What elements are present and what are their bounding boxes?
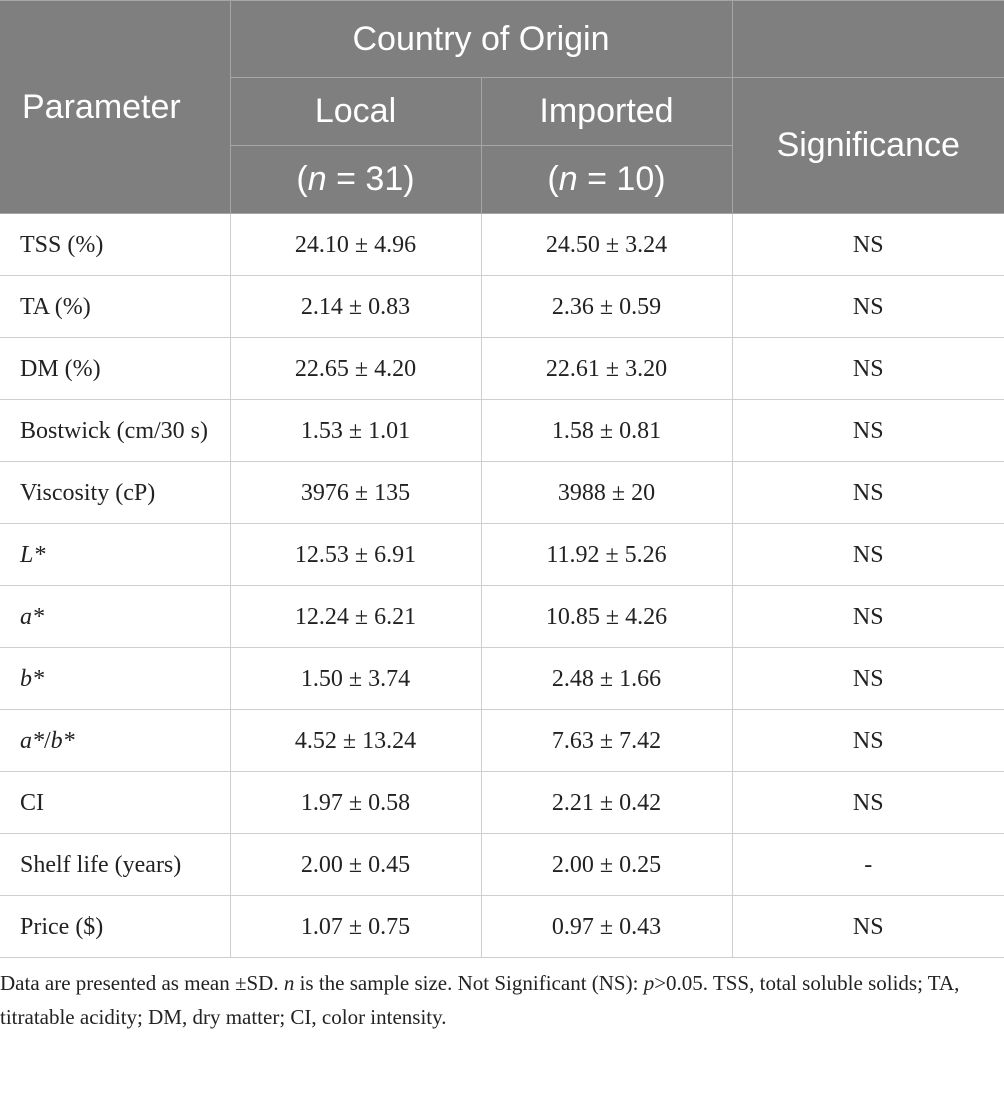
value-cell: 12.24 ± 6.21: [229, 585, 482, 648]
value-cell: 2.00 ± 0.25: [480, 833, 733, 896]
value-cell: 1.07 ± 0.75: [229, 895, 482, 958]
value-cell: 22.61 ± 3.20: [480, 337, 733, 400]
parameter-cell: Bostwick (cm/30 s): [0, 399, 231, 462]
text-span: /: [44, 727, 51, 754]
text-span: a*: [20, 727, 44, 754]
parameter-cell: L*: [0, 523, 231, 586]
table-row: Shelf life (years) 2.00 ± 0.45 2.00 ± 0.25…: [0, 833, 1004, 896]
parameter-cell: TA (%): [0, 275, 231, 338]
table-row: b* 1.50 ± 3.74 2.48 ± 1.66 NS: [0, 647, 1004, 710]
value-cell: 4.52 ± 13.24: [229, 709, 482, 772]
table-row: TSS (%) 24.10 ± 4.96 24.50 ± 3.24 NS: [0, 213, 1004, 276]
parameter-cell: Price ($): [0, 895, 231, 958]
header-cell: Local: [229, 77, 482, 146]
text-span: n: [307, 160, 327, 198]
table-body: TSS (%) 24.10 ± 4.96 24.50 ± 3.24 NS TA (%) 2…: [0, 213, 1004, 958]
table-row: Bostwick (cm/30 s) 1.53 ± 1.01 1.58 ± 0.81…: [0, 399, 1004, 462]
value-cell: 22.65 ± 4.20: [229, 337, 482, 400]
parameter-cell: Viscosity (cP): [0, 461, 231, 524]
text-span: (: [547, 160, 559, 198]
text-span: n: [283, 971, 295, 995]
value-cell: 1.58 ± 0.81: [480, 399, 733, 462]
header-cell: Parameter: [0, 0, 231, 214]
significance-cell: NS: [731, 771, 1004, 834]
value-cell: 3988 ± 20: [480, 461, 733, 524]
text-span: Data are presented as mean ±SD.: [0, 971, 284, 995]
text-span: DM (%): [20, 355, 101, 382]
table-row: a*/b* 4.52 ± 13.24 7.63 ± 7.42 NS: [0, 709, 1004, 772]
significance-cell: NS: [731, 275, 1004, 338]
value-cell: 2.00 ± 0.45: [229, 833, 482, 896]
significance-cell: -: [731, 833, 1004, 896]
parameter-cell: a*: [0, 585, 231, 648]
significance-cell: NS: [731, 337, 1004, 400]
value-cell: 0.97 ± 0.43: [480, 895, 733, 958]
value-cell: 1.50 ± 3.74: [229, 647, 482, 710]
header-cell: Country of Origin: [229, 0, 733, 78]
table-row: TA (%) 2.14 ± 0.83 2.36 ± 0.59 NS: [0, 275, 1004, 338]
text-span: p: [643, 971, 655, 995]
significance-cell: NS: [731, 647, 1004, 710]
header-cell: (n = 31): [229, 145, 482, 214]
text-span: Bostwick (cm/30 s): [20, 417, 208, 444]
header-cell: (n = 10): [480, 145, 733, 214]
header-cell: Imported: [480, 77, 733, 146]
value-cell: 12.53 ± 6.91: [229, 523, 482, 586]
parameter-cell: DM (%): [0, 337, 231, 400]
value-cell: 3976 ± 135: [229, 461, 482, 524]
parameter-cell: b*: [0, 647, 231, 710]
text-span: TA (%): [20, 293, 91, 320]
table-row: Price ($) 1.07 ± 0.75 0.97 ± 0.43 NS: [0, 895, 1004, 958]
text-span: is the sample size. Not Significant (NS)…: [294, 971, 644, 995]
text-span: = 31): [326, 160, 415, 198]
data-table: Parameter Country of Origin Local Import…: [0, 0, 1004, 958]
table-row: L* 12.53 ± 6.91 11.92 ± 5.26 NS: [0, 523, 1004, 586]
significance-cell: NS: [731, 213, 1004, 276]
table-row: DM (%) 22.65 ± 4.20 22.61 ± 3.20 NS: [0, 337, 1004, 400]
significance-cell: NS: [731, 585, 1004, 648]
parameter-cell: Shelf life (years): [0, 833, 231, 896]
text-span: b*: [50, 727, 75, 754]
text-span: a*: [20, 603, 44, 630]
significance-cell: NS: [731, 895, 1004, 958]
value-cell: 2.48 ± 1.66: [480, 647, 733, 710]
text-span: Shelf life (years): [20, 851, 182, 878]
value-cell: 2.21 ± 0.42: [480, 771, 733, 834]
header-cell: Significance: [731, 77, 1004, 214]
value-cell: 1.97 ± 0.58: [229, 771, 482, 834]
text-span: L*: [20, 541, 46, 568]
text-span: Price ($): [20, 913, 104, 940]
value-cell: 10.85 ± 4.26: [480, 585, 733, 648]
table-row: a* 12.24 ± 6.21 10.85 ± 4.26 NS: [0, 585, 1004, 648]
text-span: Viscosity (cP): [20, 479, 156, 506]
value-cell: 2.14 ± 0.83: [229, 275, 482, 338]
header-cell: [731, 0, 1004, 78]
value-cell: 24.50 ± 3.24: [480, 213, 733, 276]
value-cell: 7.63 ± 7.42: [480, 709, 733, 772]
significance-cell: NS: [731, 399, 1004, 462]
text-span: (: [296, 160, 308, 198]
parameter-cell: TSS (%): [0, 213, 231, 276]
footnote: Data are presented as mean ±SD. n is the…: [0, 958, 1004, 1034]
table-row: Viscosity (cP) 3976 ± 135 3988 ± 20 NS: [0, 461, 1004, 524]
text-span: = 10): [577, 160, 666, 198]
table-row: CI 1.97 ± 0.58 2.21 ± 0.42 NS: [0, 771, 1004, 834]
value-cell: 11.92 ± 5.26: [480, 523, 733, 586]
significance-cell: NS: [731, 461, 1004, 524]
parameter-cell: a*/b*: [0, 709, 231, 772]
value-cell: 1.53 ± 1.01: [229, 399, 482, 462]
significance-cell: NS: [731, 709, 1004, 772]
parameter-cell: CI: [0, 771, 231, 834]
text-span: TSS (%): [20, 231, 104, 258]
text-span: CI: [20, 789, 44, 816]
significance-cell: NS: [731, 523, 1004, 586]
value-cell: 24.10 ± 4.96: [229, 213, 482, 276]
text-span: n: [558, 160, 578, 198]
text-span: b*: [20, 665, 44, 692]
value-cell: 2.36 ± 0.59: [480, 275, 733, 338]
text-span: >0.05. TSS, total soluble solids; TA, ti…: [0, 971, 960, 1029]
